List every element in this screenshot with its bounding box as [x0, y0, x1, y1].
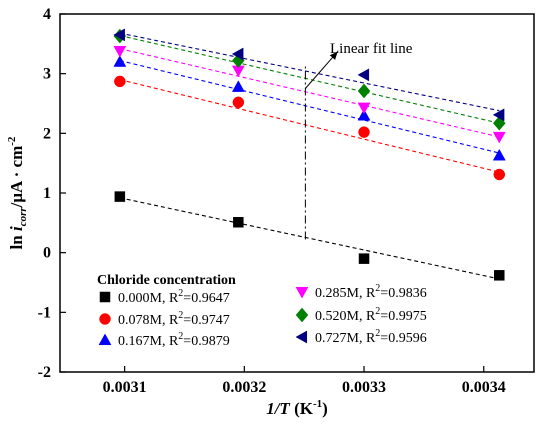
y-axis-title-mid: /μA · cm	[7, 146, 26, 209]
x-axis-title-main: 1/T	[266, 399, 290, 418]
legend-entry: 0.285M, R2=0.9836	[315, 283, 427, 301]
data-point	[114, 191, 126, 202]
legend-entry-r2: =0.9647	[183, 291, 229, 306]
data-point	[357, 68, 370, 82]
legend-entry-r2: =0.9975	[380, 309, 426, 324]
data-point	[113, 28, 125, 42]
legend-entry-sup: 2	[375, 328, 380, 339]
legend-marker	[99, 291, 111, 303]
data-point	[493, 168, 506, 181]
data-point	[231, 80, 245, 92]
legend-entry: 0.000M, R2=0.9647	[118, 288, 230, 306]
x-axis-title: 1/T (K-1)	[266, 398, 328, 418]
legend-entry-sup: 2	[178, 288, 183, 299]
legend-marker	[295, 286, 309, 299]
y-axis-title-sup: -2	[6, 136, 18, 146]
legend-entry: 0.727M, R2=0.9596	[315, 328, 427, 346]
legend-entry-name: 0.000M, R	[118, 291, 179, 306]
data-point	[231, 47, 244, 61]
legend-entry-sup: 2	[375, 283, 380, 294]
y-tick-label: 3	[43, 66, 51, 83]
legend-marker	[295, 330, 308, 344]
y-tick-label: 1	[43, 185, 51, 202]
data-point	[114, 75, 126, 88]
legend-entry-name: 0.520M, R	[315, 309, 376, 324]
x-tick-label: 0.0032	[222, 379, 266, 396]
fit-line	[119, 48, 500, 138]
x-ticks: 0.0031 0.0032 0.0033 0.0034	[103, 366, 506, 396]
legend-entry-r2: =0.9747	[183, 313, 229, 328]
data-point	[494, 270, 505, 281]
fit-lines	[119, 32, 500, 280]
fit-line	[119, 197, 500, 280]
data-point	[358, 126, 370, 138]
legend-marker	[99, 313, 111, 325]
y-tick-label: 2	[43, 125, 51, 142]
y-tick-label: 4	[43, 6, 51, 23]
legend-marker	[295, 307, 309, 323]
data-point	[492, 131, 506, 144]
fit-line	[119, 34, 500, 124]
y-tick-label: -2	[38, 364, 51, 381]
y-ticks: -2 -1 0 1 2 3 4	[38, 6, 66, 381]
data-point	[232, 96, 245, 109]
x-axis-title-unit-open: (K	[290, 399, 314, 418]
data-points	[113, 28, 506, 281]
data-point	[357, 83, 371, 99]
annotation-arrowhead	[329, 51, 338, 60]
x-axis-title-unit-sup: -1	[313, 398, 322, 410]
y-tick-label: -1	[38, 304, 51, 321]
legend-entry-name: 0.078M, R	[118, 313, 179, 328]
legend-entry-sup: 2	[178, 331, 183, 342]
legend-entry-r2: =0.9836	[380, 286, 426, 301]
x-tick-label: 0.0033	[342, 379, 386, 396]
legend-entry-name: 0.727M, R	[315, 331, 376, 346]
fit-line	[119, 79, 500, 173]
data-point	[492, 108, 505, 122]
legend: Chloride concentration 0.000M, R2=0.9647…	[97, 273, 427, 349]
data-point	[113, 45, 127, 58]
legend-entry: 0.078M, R2=0.9747	[118, 310, 230, 328]
x-axis-title-unit-close: )	[322, 399, 328, 418]
legend-entry-sup: 2	[375, 306, 380, 317]
legend-entry-r2: =0.9596	[380, 331, 426, 346]
y-axis-title-sub: corr	[17, 207, 29, 227]
legend-entry-name: 0.167M, R	[118, 334, 179, 349]
x-tick-label: 0.0031	[103, 379, 147, 396]
y-tick-label: 0	[43, 245, 51, 262]
data-point	[233, 216, 244, 228]
data-point	[358, 253, 370, 264]
legend-marker	[98, 333, 112, 346]
data-point	[492, 148, 506, 161]
fit-line	[119, 32, 500, 112]
y-axis-title: ln icorr/μA · cm-2	[6, 136, 29, 249]
legend-title: Chloride concentration	[97, 273, 236, 288]
legend-entry-name: 0.285M, R	[315, 286, 376, 301]
legend-entry-r2: =0.9879	[183, 334, 229, 349]
legend-entry: 0.167M, R2=0.9879	[118, 331, 230, 349]
legend-entry: 0.520M, R2=0.9975	[315, 306, 427, 324]
annotation-text: Linear fit line	[330, 41, 413, 57]
x-tick-label: 0.0034	[462, 379, 506, 396]
data-point	[357, 102, 371, 115]
fit-line	[119, 60, 500, 154]
data-point	[357, 108, 371, 121]
legend-entry-sup: 2	[178, 310, 183, 321]
annotation: Linear fit line	[304, 41, 413, 240]
y-axis-title-main: ln	[7, 231, 26, 249]
annotation-arrow	[305, 51, 339, 89]
y-axis-title-italic: i	[7, 226, 26, 231]
data-point	[113, 55, 127, 67]
